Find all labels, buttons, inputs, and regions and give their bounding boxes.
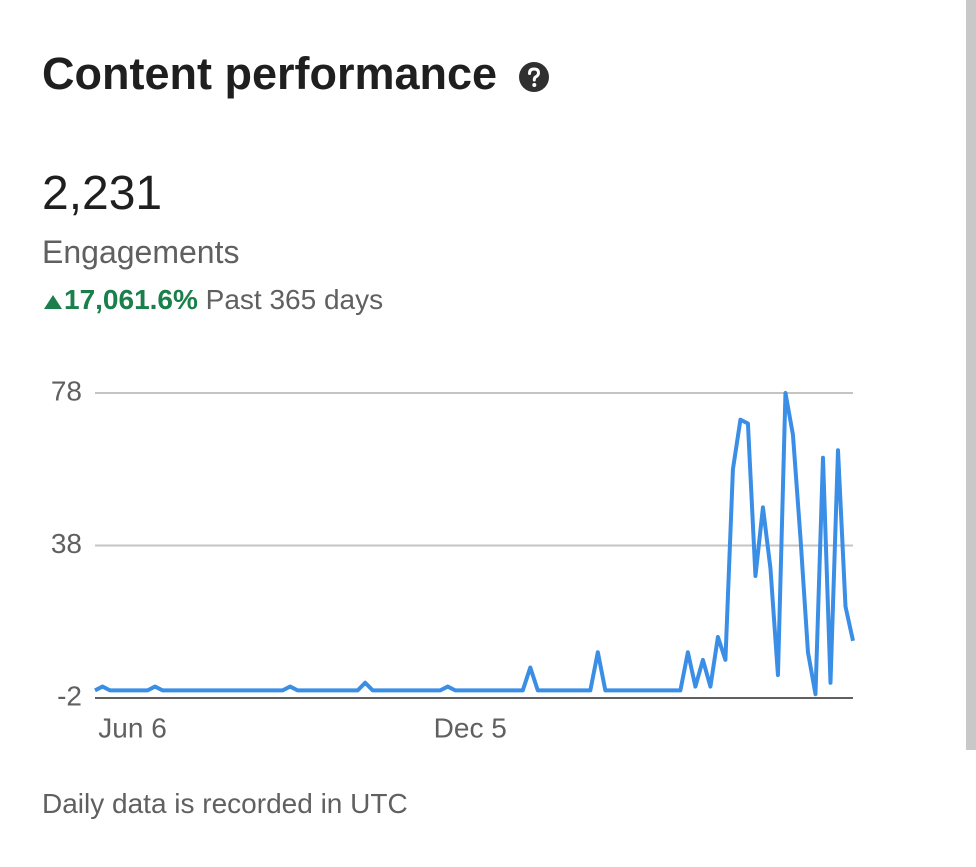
y-tick-label: 38	[51, 528, 82, 559]
change-period: Past 365 days	[205, 284, 384, 315]
title-text: Content performance	[42, 48, 498, 99]
x-tick-label: Dec 5	[434, 712, 507, 743]
metric-value: 2,231	[42, 167, 163, 220]
data-line	[94, 391, 855, 697]
y-tick-label: -2	[57, 680, 82, 711]
footer-note: Daily data is recorded in UTC	[42, 788, 408, 819]
y-tick-label: 78	[51, 375, 82, 406]
change-value: 17,061.6%	[64, 284, 198, 315]
scrollbar[interactable]	[966, 0, 976, 750]
change-row: 17,061.6% Past 365 days	[42, 284, 383, 316]
help-icon[interactable]	[518, 61, 550, 93]
metric-label: Engagements	[42, 234, 240, 270]
up-arrow	[44, 294, 62, 309]
page-title: Content performance	[42, 48, 550, 100]
x-tick-label: Jun 6	[98, 712, 167, 743]
